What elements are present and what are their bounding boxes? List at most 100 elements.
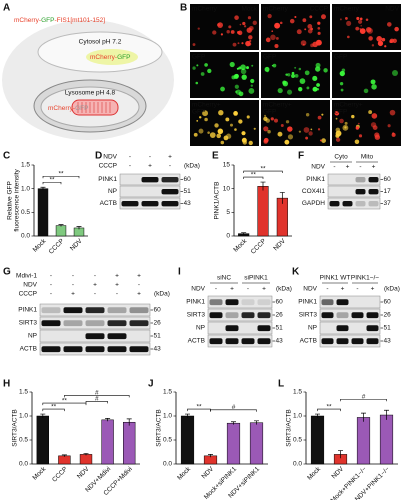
cell-signal <box>357 122 360 125</box>
error-bar <box>254 420 259 425</box>
y-tick-label: 0.5 <box>163 437 172 444</box>
protein-label: COX4I1 <box>302 188 326 195</box>
blot-band <box>209 312 223 319</box>
significance-bracket <box>42 408 65 412</box>
cell-signal <box>358 134 363 138</box>
bar <box>310 415 325 465</box>
blot-band <box>355 201 366 207</box>
cell-signal <box>339 70 345 77</box>
significance-bracket <box>42 402 87 406</box>
condition-sign: - <box>50 282 52 289</box>
cell-signal <box>298 67 302 71</box>
cell-signal <box>321 14 326 20</box>
cell-signal <box>307 23 313 29</box>
cell-signal <box>198 128 204 134</box>
cell-signal <box>263 126 269 132</box>
blot-band <box>161 177 179 183</box>
cell-signal <box>394 26 399 32</box>
cell-signal <box>381 37 386 42</box>
blot-strip <box>319 321 381 335</box>
cell-signal <box>389 109 396 116</box>
condition-label: NDV <box>23 282 37 289</box>
size-marker: 26 <box>384 312 392 319</box>
cell-signal <box>377 40 384 47</box>
error-bar <box>83 453 89 456</box>
condition-sign: - <box>326 286 328 293</box>
cell-signal <box>196 64 199 67</box>
cell-signal <box>384 45 387 48</box>
cell-signal <box>287 134 294 140</box>
blot-band <box>85 346 105 353</box>
cell-signal <box>232 42 237 47</box>
group-label: Cyto <box>334 154 348 161</box>
cell-signal <box>282 80 289 87</box>
cell-signal <box>204 63 208 67</box>
cell-signal <box>253 127 256 130</box>
protein-label: ACTB <box>188 338 205 345</box>
panel-label: J <box>148 379 154 390</box>
cell-signal <box>287 126 293 132</box>
cell-signal <box>363 88 369 94</box>
panel-label: F <box>298 151 304 162</box>
blot-band <box>336 338 349 345</box>
cell-signal <box>267 13 272 19</box>
error-bar <box>361 412 366 422</box>
y-tick-label: 5 <box>226 209 230 216</box>
cell-signal <box>265 37 271 43</box>
protein-label: SIRT3 <box>299 312 318 319</box>
blot-band <box>257 338 271 345</box>
blot-band <box>355 189 366 195</box>
cell-signal <box>216 133 222 139</box>
cell-signal <box>238 91 244 97</box>
autophagosome <box>71 99 119 116</box>
cell-signal <box>271 30 274 32</box>
blot-band <box>257 325 271 332</box>
condition-sign: - <box>149 154 151 161</box>
blot-band <box>366 325 379 332</box>
y-tick-label: 10 <box>223 185 231 192</box>
cell-signal <box>294 73 299 78</box>
bar <box>180 415 195 465</box>
y-tick-label: 0.5 <box>21 209 30 216</box>
cell-signal <box>335 137 341 142</box>
cell-signal <box>246 115 250 119</box>
lysosome-probe: mCherry-GFP <box>48 105 88 112</box>
cell-signal <box>270 34 276 41</box>
bar <box>55 225 67 237</box>
y-tick-label: 0.0 <box>163 461 172 468</box>
y-tick-label: 1.5 <box>163 389 172 396</box>
micrograph <box>261 100 330 146</box>
cell-signal <box>267 129 271 134</box>
cell-signal <box>240 64 246 71</box>
cell-signal <box>339 18 342 21</box>
channel-label: GFP <box>334 109 347 116</box>
cell-signal <box>374 132 380 138</box>
cell-signal <box>274 43 279 49</box>
significance-bracket <box>85 401 108 404</box>
y-axis-label: SIRT3/ACTB <box>12 409 19 446</box>
condition-label: Mock <box>241 6 257 13</box>
y-tick-label: 0 <box>226 233 230 240</box>
blot-band <box>366 312 379 319</box>
cell-signal <box>220 33 223 36</box>
blot-band <box>141 201 159 207</box>
significance-label: ** <box>260 165 266 172</box>
condition-sign: - <box>356 286 358 293</box>
cell-signal <box>392 70 398 76</box>
cell-signal <box>242 68 244 71</box>
cell-signal <box>245 40 251 47</box>
y-tick-label: 1.0 <box>19 413 28 420</box>
significance-label: ** <box>251 171 257 178</box>
cell-signal <box>197 27 200 30</box>
cell-signal <box>370 79 376 85</box>
protein-label: NP <box>108 188 117 195</box>
cell-signal <box>230 30 235 34</box>
cell-signal <box>321 138 326 144</box>
channel-label: mCherry+ <box>334 102 363 109</box>
panel-label: I <box>178 267 181 278</box>
blot-band <box>225 338 239 345</box>
cell-signal <box>309 15 313 19</box>
cell-signal <box>355 126 360 130</box>
significance-label: # <box>95 390 99 397</box>
significance-bracket <box>243 170 283 174</box>
